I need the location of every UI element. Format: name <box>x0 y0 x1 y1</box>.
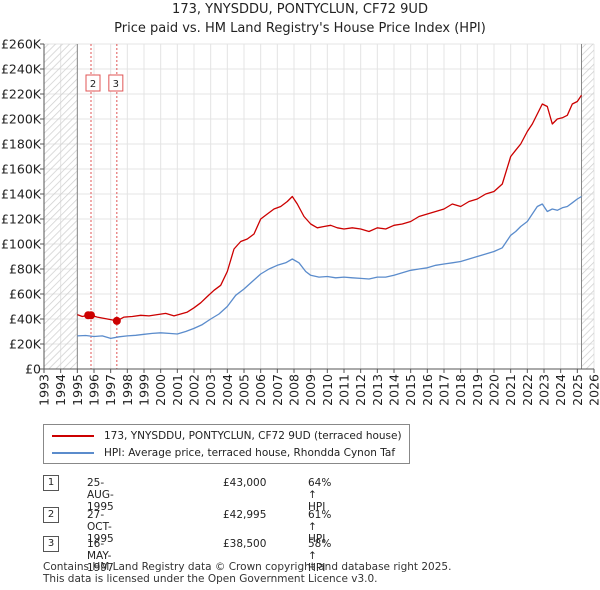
y-tick-label: £0 <box>25 362 41 377</box>
transaction-date: 25-AUG-1995 <box>87 477 114 513</box>
y-tick-label: £100K <box>1 237 42 252</box>
transaction-hpi: 61% ↑ HPI <box>308 509 332 545</box>
legend-swatch-hpi <box>52 452 94 454</box>
legend-swatch-property <box>52 435 94 437</box>
x-tick-label: 1996 <box>87 374 102 406</box>
x-tick-label: 2007 <box>270 374 285 406</box>
x-tick-label: 2006 <box>253 374 268 406</box>
sale-label-box-3 <box>108 74 124 92</box>
transaction-price: £43,000 <box>223 477 267 489</box>
y-tick-label: £140K <box>1 187 42 202</box>
transaction-date: 16-MAY-1997 <box>87 538 114 574</box>
transaction-hpi: 64% ↑ HPI <box>308 477 332 513</box>
transaction-date: 27-OCT-1995 <box>87 509 114 545</box>
x-tick-label: 2025 <box>570 374 585 406</box>
x-tick-label: 1995 <box>70 374 85 406</box>
x-tick-label: 2014 <box>387 374 402 406</box>
x-tick-label: 1998 <box>120 374 135 406</box>
x-tick-label: 2009 <box>303 374 318 406</box>
x-tick-label: 2021 <box>503 374 518 406</box>
hatched-region <box>44 44 78 369</box>
y-tick-label: £80K <box>9 262 42 277</box>
x-tick-label: 2017 <box>437 374 452 406</box>
sale-label-3: 3 <box>113 79 119 90</box>
x-tick-label: 1997 <box>103 374 118 406</box>
transaction-price: £42,995 <box>223 509 267 521</box>
x-tick-label: 1993 <box>37 374 52 406</box>
chart-title: 173, YNYSDDU, PONTYCLUN, CF72 9UD <box>172 2 428 17</box>
x-tick-label: 2004 <box>220 374 235 406</box>
legend-item-hpi: HPI: Average price, terraced house, Rhon… <box>52 445 395 461</box>
x-tick-label: 2020 <box>487 374 502 406</box>
y-tick-label: £220K <box>1 87 42 102</box>
y-tick-label: £180K <box>1 137 42 152</box>
transaction-number: 3 <box>43 536 59 552</box>
y-tick-label: £120K <box>1 212 42 227</box>
legend: 173, YNYSDDU, PONTYCLUN, CF72 9UD (terra… <box>43 424 410 464</box>
y-tick-label: £240K <box>1 62 42 77</box>
x-tick-label: 2011 <box>337 374 352 406</box>
y-tick-label: £160K <box>1 162 42 177</box>
hatched-region <box>581 44 594 369</box>
x-tick-label: 2022 <box>520 374 535 406</box>
hpi-line <box>77 195 582 340</box>
x-tick-label: 2016 <box>420 374 435 406</box>
transaction-number: 1 <box>43 475 59 491</box>
x-tick-label: 2015 <box>403 374 418 406</box>
sale-marker <box>112 316 121 325</box>
y-tick-label: £20K <box>9 337 42 352</box>
x-tick-label: 2003 <box>203 374 218 406</box>
x-tick-label: 2001 <box>170 374 185 406</box>
transaction-price: £38,500 <box>223 538 267 550</box>
x-tick-label: 2024 <box>553 374 568 406</box>
x-tick-label: 1999 <box>137 374 152 406</box>
legend-item-property: 173, YNYSDDU, PONTYCLUN, CF72 9UD (terra… <box>52 428 402 444</box>
sale-label-box-2 <box>85 74 101 92</box>
plot-area <box>44 44 594 369</box>
x-tick-label: 2002 <box>187 374 202 406</box>
price-chart: 2 3 £0 £20K £40K £60K £80K £100K £120K £140K £160… <box>1 37 600 406</box>
x-tick-label: 2019 <box>470 374 485 406</box>
x-tick-label: 2023 <box>537 374 552 406</box>
x-tick-label: 2008 <box>287 374 302 406</box>
transaction-hpi: 58% ↑ HPI <box>308 538 332 574</box>
y-tick-label: £60K <box>9 287 42 302</box>
chart-subtitle: Price paid vs. HM Land Registry's House … <box>114 21 486 36</box>
sale-label-2: 2 <box>90 79 96 90</box>
x-tick-label: 2026 <box>587 374 600 406</box>
y-tick-label: £200K <box>1 112 42 127</box>
footer-licence: This data is licensed under the Open Gov… <box>43 573 378 585</box>
transaction-number: 2 <box>43 507 59 523</box>
x-tick-label: 1994 <box>53 374 68 406</box>
footer-copyright: Contains HM Land Registry data © Crown c… <box>43 561 452 573</box>
x-tick-label: 2010 <box>320 374 335 406</box>
y-tick-label: £40K <box>9 312 42 327</box>
y-tick-label: £260K <box>1 37 42 52</box>
x-tick-label: 2013 <box>370 374 385 406</box>
legend-label-hpi: HPI: Average price, terraced house, Rhon… <box>104 447 396 459</box>
x-tick-label: 2000 <box>153 374 168 406</box>
x-tick-label: 2018 <box>453 374 468 406</box>
sale-marker <box>87 311 95 320</box>
x-tick-label: 2012 <box>353 374 368 406</box>
property-price-line <box>77 94 583 322</box>
legend-label-property: 173, YNYSDDU, PONTYCLUN, CF72 9UD (terra… <box>104 430 402 442</box>
x-tick-label: 2005 <box>237 374 252 406</box>
